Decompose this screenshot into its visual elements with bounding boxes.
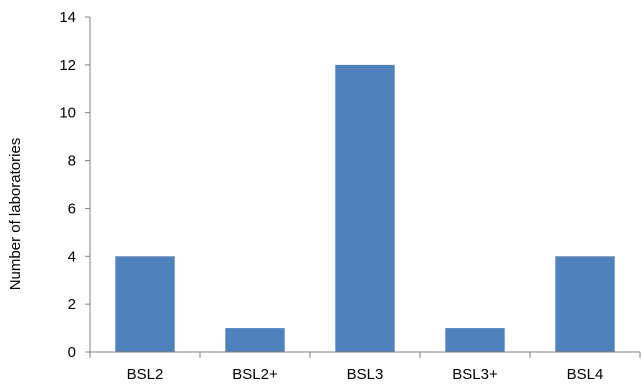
y-tick-label-2: 2 (68, 296, 76, 313)
y-tick-label-0: 0 (68, 344, 76, 361)
bar-bsl3 (335, 64, 395, 353)
x-tick-label-bsl3-plus: BSL3+ (452, 366, 498, 383)
y-tick-label-10: 10 (59, 105, 76, 122)
x-tick-label-bsl4: BSL4 (567, 366, 604, 383)
y-tick-label-8: 8 (68, 153, 76, 170)
y-tick-label-6: 6 (68, 200, 76, 217)
bar-bsl3-plus (445, 328, 505, 352)
y-tick-label-12: 12 (59, 57, 76, 74)
x-tick-label-bsl2-plus: BSL2+ (232, 366, 278, 383)
bar-bsl4 (555, 256, 615, 352)
plot-area: 0 2 4 6 8 10 12 14 BSL2 BSL2+ BSL3 BSL3+ BSL4 (59, 9, 641, 383)
y-tick-label-14: 14 (59, 9, 76, 26)
x-tick-label-bsl2: BSL2 (127, 366, 164, 383)
y-axis-title: Number of laboratories (7, 138, 24, 291)
bar-bsl2-plus (225, 328, 285, 352)
y-tick-label-4: 4 (68, 248, 76, 265)
bar-bsl2 (115, 256, 175, 352)
x-tick-label-bsl3: BSL3 (347, 366, 384, 383)
